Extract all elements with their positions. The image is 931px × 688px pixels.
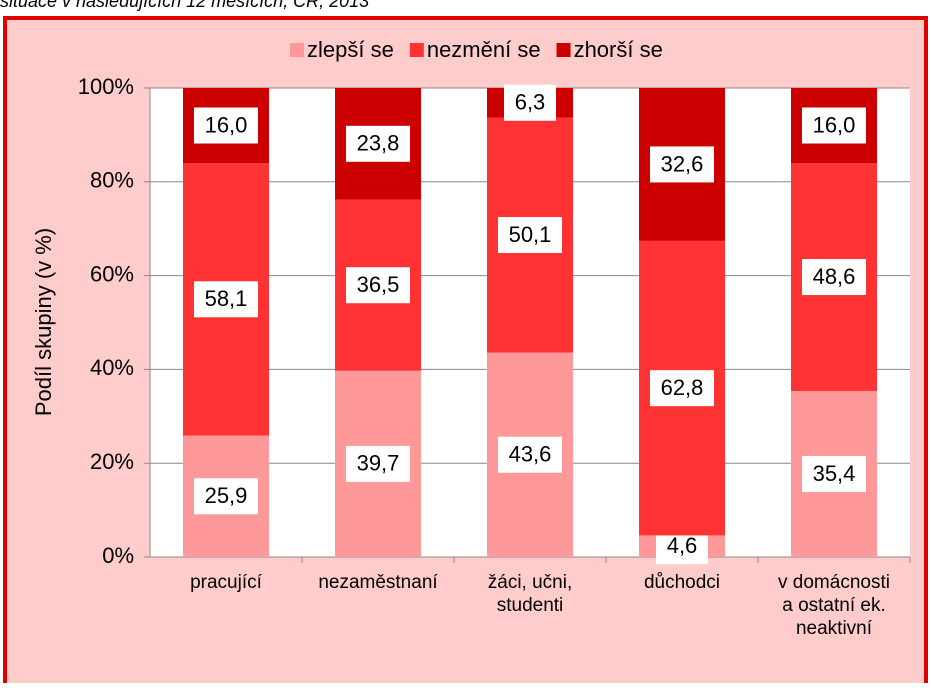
legend-swatch — [556, 43, 571, 57]
data-label: 23,8 — [357, 131, 400, 156]
chart-title: situace v následujících 12 měsících, ČR,… — [0, 0, 369, 11]
data-label: 6,3 — [515, 90, 546, 115]
data-label-box — [802, 455, 866, 492]
legend-swatch — [409, 43, 424, 57]
data-label: 16,0 — [205, 112, 248, 137]
data-label: 58,1 — [205, 286, 248, 311]
x-tick-label-box: důchodci — [643, 572, 721, 593]
legend-swatch — [290, 43, 304, 57]
data-label: 36,5 — [357, 272, 400, 297]
x-tick-label-box: žáci, učni, studenti — [487, 572, 573, 616]
data-label-box — [194, 107, 258, 144]
data-label: 25,9 — [205, 483, 248, 508]
data-label-box — [346, 267, 410, 304]
data-label-box — [346, 125, 410, 162]
data-label-box — [650, 146, 714, 183]
data-label: 35,4 — [813, 461, 856, 486]
y-tick-label: 80% — [90, 168, 134, 193]
x-tick-label: důchodci — [643, 572, 721, 593]
y-tick-label: 20% — [90, 449, 134, 474]
x-tick-label: nezaměstnaní — [318, 572, 438, 593]
data-label: 16,0 — [813, 112, 856, 137]
x-tick-label-box: v domácnosti a ostatní ek. neaktivní — [778, 572, 890, 639]
data-label-box — [802, 259, 866, 296]
data-label: 48,6 — [813, 264, 856, 289]
x-tick-label: žáci, učni, studenti — [487, 572, 573, 616]
data-label-box — [498, 436, 562, 473]
data-label: 62,8 — [661, 375, 704, 400]
legend-label: nezmění se — [427, 37, 541, 62]
data-label: 50,1 — [509, 222, 552, 247]
x-tick-label-box: nezaměstnaní — [318, 572, 438, 593]
data-label-box — [498, 217, 562, 254]
legend-label: zhorší se — [574, 37, 663, 62]
data-label: 39,7 — [357, 451, 400, 476]
y-tick-label: 100% — [78, 74, 134, 99]
y-axis-label: Podíl skupiny (v %) — [31, 228, 56, 416]
data-label-box — [504, 84, 556, 121]
data-label-box — [346, 445, 410, 482]
data-label-box — [650, 370, 714, 407]
data-label: 4,6 — [667, 533, 698, 558]
data-label: 43,6 — [509, 442, 552, 467]
legend-label: zlepší se — [307, 37, 394, 62]
x-tick-label: v domácnosti a ostatní ek. neaktivní — [778, 572, 890, 639]
x-tick-label-box: pracující — [190, 572, 262, 593]
y-tick-label: 0% — [102, 543, 134, 568]
y-tick-label: 40% — [90, 355, 134, 380]
data-label-box — [194, 281, 258, 318]
data-label: 32,6 — [661, 151, 704, 176]
y-tick-label: 60% — [90, 261, 134, 286]
data-label-box — [194, 478, 258, 515]
x-tick-label: pracující — [190, 572, 262, 593]
data-label-box — [802, 107, 866, 144]
